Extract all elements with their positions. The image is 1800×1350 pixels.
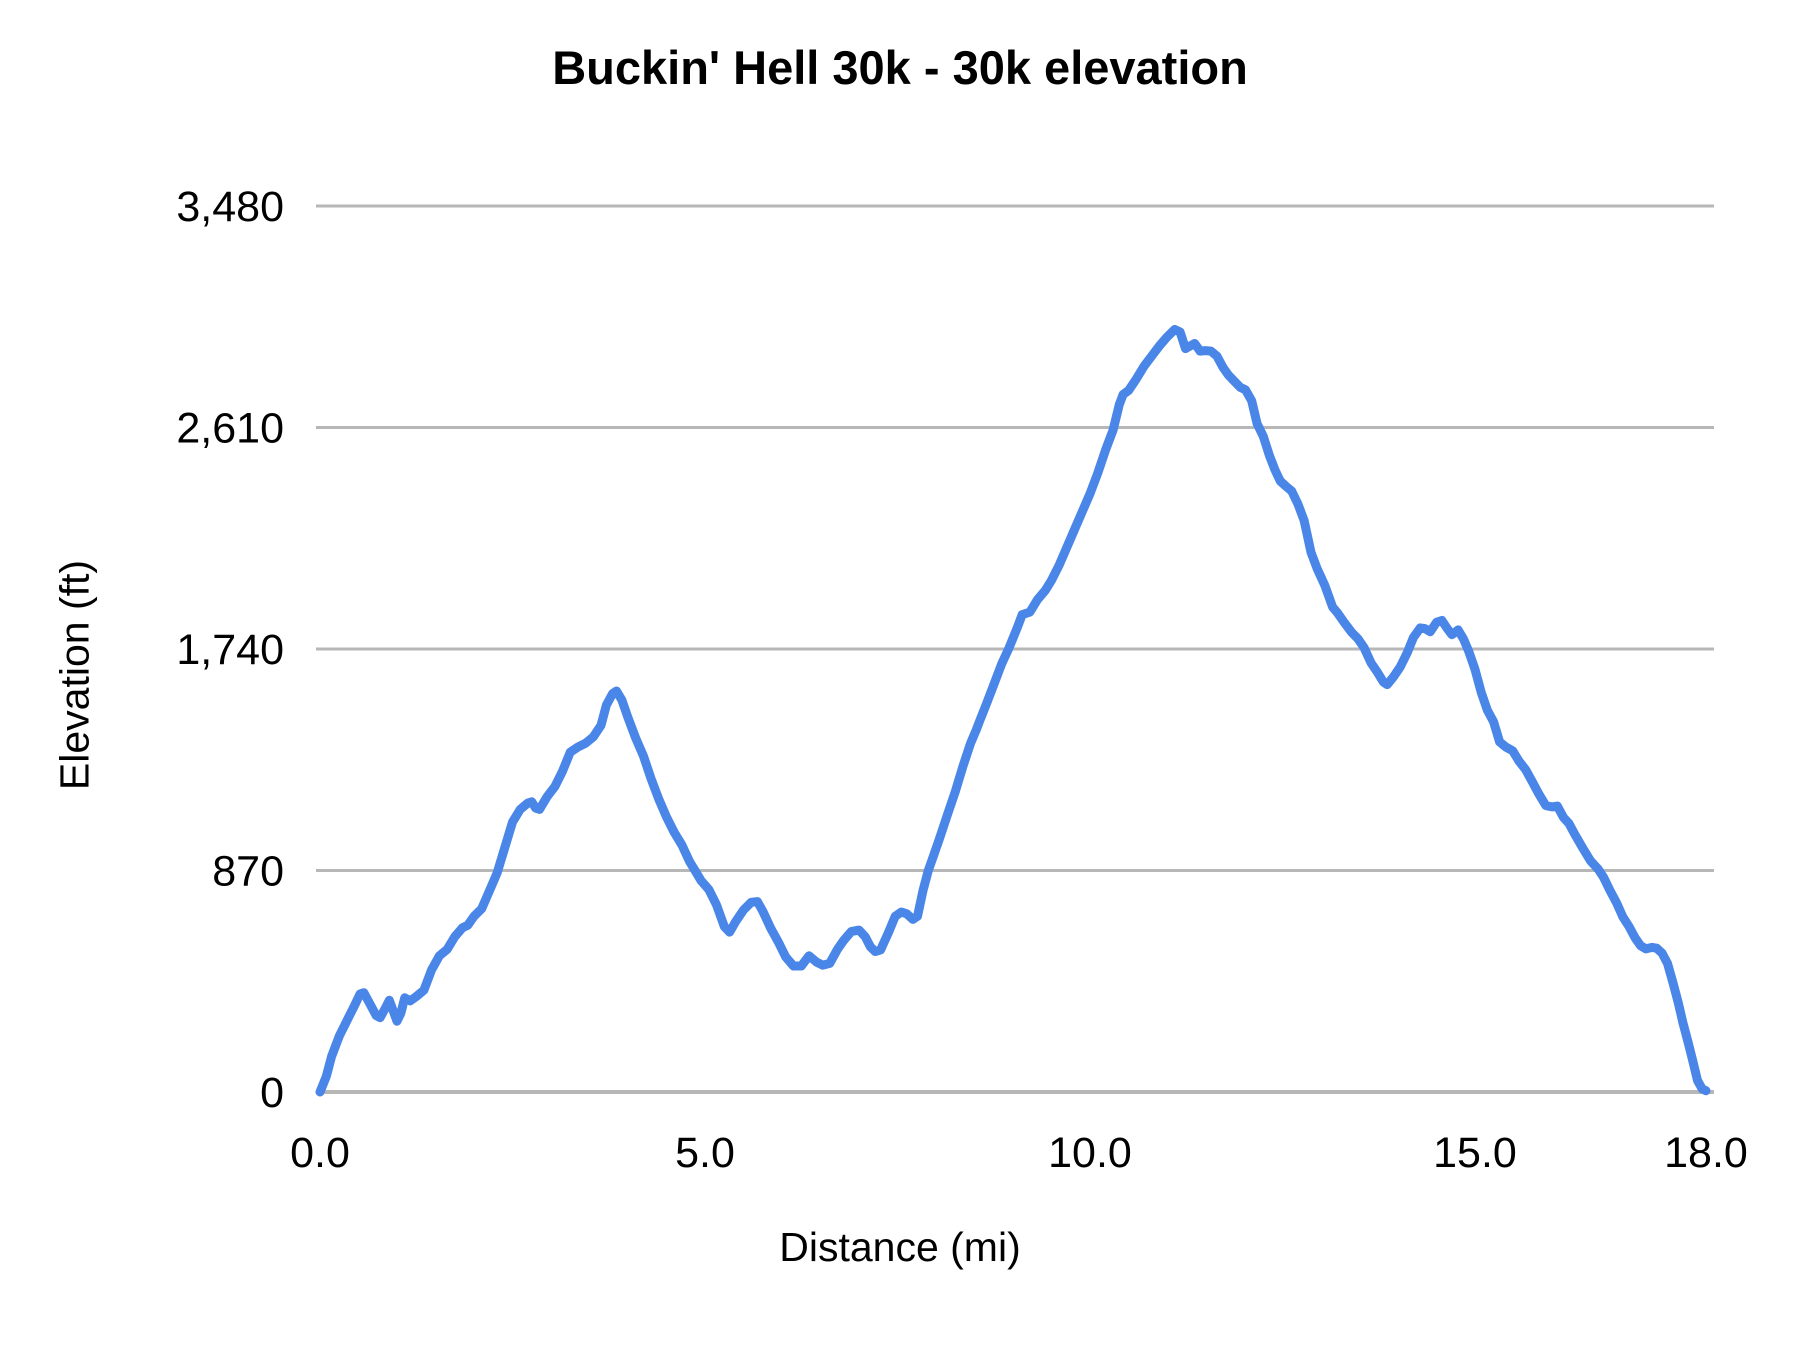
y-tick-label: 2,610 (176, 405, 284, 453)
y-tick-label: 3,480 (176, 183, 284, 231)
x-tick-label: 15.0 (1433, 1129, 1517, 1177)
chart-title: Buckin' Hell 30k - 30k elevation (552, 41, 1248, 94)
elevation-line (315, 325, 1711, 1097)
y-axis-title: Elevation (ft) (51, 559, 98, 791)
x-tick-label: 5.0 (675, 1129, 735, 1177)
x-tick-label: 10.0 (1048, 1129, 1132, 1177)
x-axis-title: Distance (mi) (779, 1224, 1021, 1270)
y-tick-label: 0 (260, 1069, 284, 1117)
y-tick-label: 870 (212, 848, 284, 896)
y-tick-label: 1,740 (176, 626, 284, 674)
x-tick-label: 0.0 (290, 1129, 350, 1177)
x-tick-label: 18.0 (1664, 1129, 1748, 1177)
